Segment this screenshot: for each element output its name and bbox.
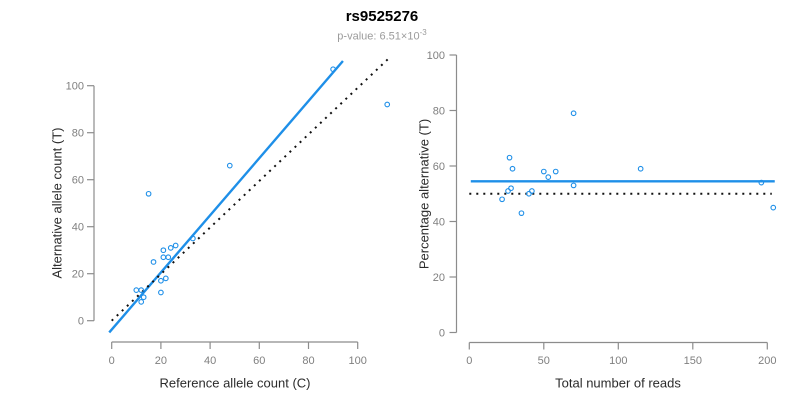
data-point [150,259,157,265]
data-point [138,299,145,305]
data-point [758,179,765,186]
p-value-prefix: p-value: [337,30,380,43]
data-point [570,110,577,117]
y-tick-label: 40 [433,217,445,229]
data-point [506,154,513,161]
p-value-exponent: -3 [419,28,427,37]
figure-subtitle: p-value: 6.51×10-3 [0,28,764,43]
data-point [158,289,164,296]
data-point [190,235,196,242]
y-tick-label: 0 [78,316,84,328]
data-point [138,287,145,294]
regression-line [108,60,344,334]
left-plot-x-axis-label: Reference allele count (C) [159,375,311,391]
identity-line [111,56,391,322]
p-value-mantissa: 6.51×10 [379,30,420,43]
data-point [505,188,511,194]
data-point [509,165,516,172]
data-point [160,247,167,254]
data-point [167,245,174,251]
data-point [540,168,547,175]
y-tick-label: 80 [433,106,445,118]
right-plot-y-axis-label: Percentage alternative (T) [416,118,432,270]
data-point [770,204,777,211]
figure-title: rs9525276 [345,8,419,25]
x-tick-label: 80 [302,355,314,367]
right-plot-x-axis-label: Total number of reads [555,375,681,391]
data-point [226,162,233,169]
data-point [140,294,147,301]
data-point [172,242,179,249]
data-point [518,210,525,217]
x-tick-label: 200 [758,355,776,367]
data-point [637,165,644,172]
percentage-vs-reads-scatter: 0 20 40 60 80 100 0 50 100 150 200 [427,50,777,367]
data-point [499,196,505,203]
x-tick-label: 20 [155,355,167,367]
x-tick-label: 0 [466,355,472,367]
y-tick-label: 60 [433,161,445,173]
y-tick-label: 20 [433,272,445,284]
figure-header: rs9525276 p-value: 6.51×10-3 [0,0,764,43]
x-tick-label: 100 [609,355,627,367]
x-tick-label: 150 [684,355,702,367]
data-point [133,287,140,294]
y-tick-label: 80 [72,128,84,140]
x-tick-label: 100 [349,355,367,367]
data-point [160,254,167,261]
y-tick-label: 60 [72,175,84,187]
data-point [529,188,535,194]
x-tick-label: 0 [109,355,115,367]
y-tick-label: 100 [66,81,84,93]
x-tick-label: 40 [204,355,216,367]
data-point [165,254,172,261]
y-tick-label: 20 [72,269,84,281]
data-point [162,275,169,282]
allele-counts-scatter: 0 20 40 60 80 100 0 20 40 60 80 100 [66,56,391,367]
x-tick-label: 50 [538,355,550,367]
data-point [552,168,559,175]
y-tick-label: 40 [72,222,84,234]
data-point [145,190,152,197]
data-point [384,101,391,108]
y-tick-label: 0 [439,328,445,340]
left-plot-y-axis-label: Alternative allele count (T) [49,127,65,279]
data-point [526,190,532,197]
y-tick-label: 100 [427,50,445,62]
data-point [330,66,336,73]
data-point [508,185,514,192]
x-tick-label: 60 [253,355,265,367]
data-point [158,277,164,284]
data-point [545,174,552,180]
data-point [570,182,577,189]
